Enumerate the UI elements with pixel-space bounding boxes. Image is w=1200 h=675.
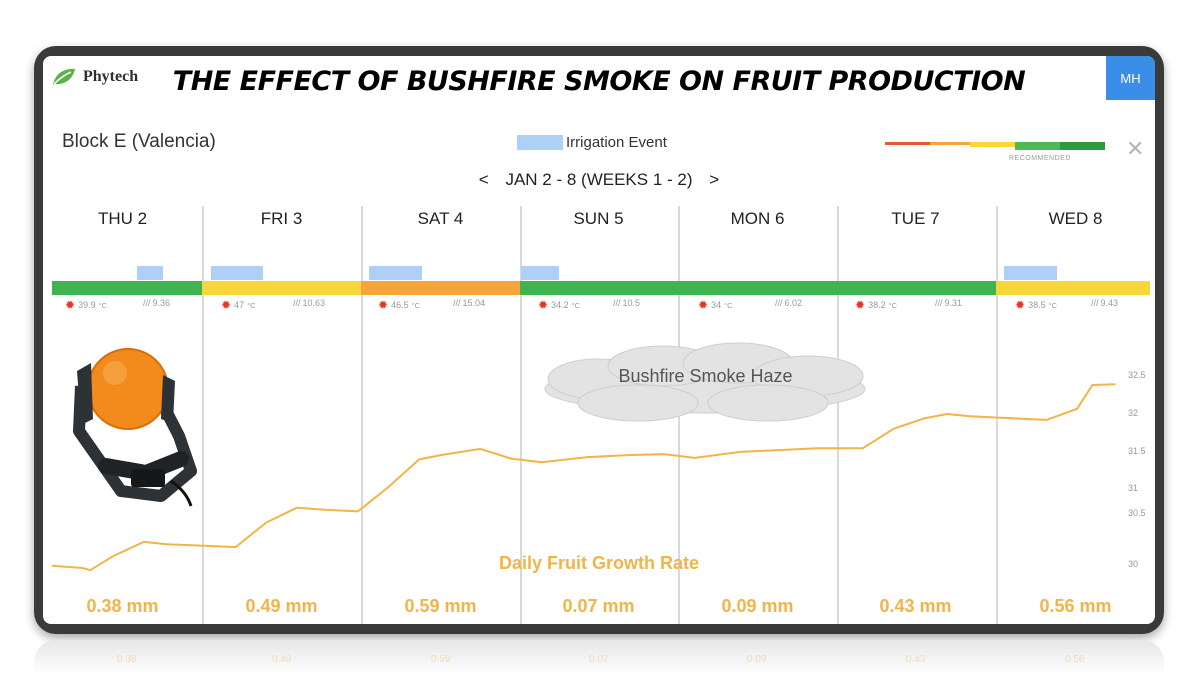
prev-week-button[interactable]: < [478, 170, 489, 189]
smoke-annotation: Bushfire Smoke Haze [538, 341, 873, 436]
irrigation-legend: Irrigation Event [517, 134, 667, 151]
wind-icon: /// [1091, 298, 1099, 308]
irrigation-event[interactable] [521, 266, 559, 280]
column-divider [837, 206, 839, 624]
growth-series-line [52, 383, 1116, 572]
day-header[interactable]: SUN 5 [573, 209, 624, 228]
et-reading: ///10.63 [293, 298, 326, 308]
y-tick: 32 [1128, 408, 1139, 418]
next-week-button[interactable]: > [709, 170, 720, 189]
y-tick: 31 [1128, 483, 1139, 493]
logo-text: Phytech [83, 68, 139, 85]
sun-icon: ✹ [65, 298, 76, 312]
y-tick: 32.5 [1128, 370, 1146, 380]
dendrometer-device-image [51, 341, 201, 511]
frame-reflection: 0.38 0.49 0.59 0.07 0.09 0.43 0.56 [34, 640, 1164, 675]
column-divider [996, 206, 998, 624]
et-reading: ///15.04 [453, 298, 486, 308]
et-reading: ///9.31 [935, 298, 963, 308]
reflection-value: 0.49 [272, 654, 292, 665]
growth-value: 0.49 mm [245, 596, 318, 616]
wind-icon: /// [143, 298, 151, 308]
temperature-reading: ✹ 34 °C [698, 298, 733, 312]
wind-icon: /// [293, 298, 301, 308]
date-navigator: < JAN 2 - 8 (WEEKS 1 - 2) > [43, 170, 1155, 190]
reflection-value: 0.56 [1065, 654, 1085, 665]
column-divider [202, 206, 204, 624]
status-bar[interactable] [202, 281, 361, 295]
irrigation-event[interactable] [137, 266, 163, 280]
dashboard-screen: Phytech THE EFFECT OF BUSHFIRE SMOKE ON … [43, 56, 1155, 624]
reflection-value: 0.09 [747, 654, 767, 665]
sun-icon: ✹ [538, 298, 549, 312]
temperature-reading: ✹ 39.9 °C [65, 298, 108, 312]
temperature-reading: ✹ 34.2 °C [538, 298, 581, 312]
growth-value: 0.07 mm [562, 596, 635, 616]
reflection-value: 0.07 [589, 654, 609, 665]
growth-value: 0.59 mm [404, 596, 477, 616]
irrigation-event[interactable] [369, 266, 422, 280]
date-range: JAN 2 - 8 (WEEKS 1 - 2) [505, 170, 693, 189]
sun-icon: ✹ [1015, 298, 1026, 312]
column-divider [520, 206, 522, 624]
growth-value: 0.43 mm [879, 596, 952, 616]
logo[interactable]: Phytech [51, 67, 138, 87]
irrigation-event[interactable] [211, 266, 263, 280]
page-title: THE EFFECT OF BUSHFIRE SMOKE ON FRUIT PR… [172, 66, 1026, 97]
y-tick: 30.5 [1128, 508, 1146, 518]
recommended-scale: RECOMMENDED [885, 138, 1105, 168]
wind-icon: /// [453, 298, 461, 308]
status-bar[interactable] [520, 281, 678, 295]
close-icon[interactable]: ✕ [1126, 136, 1145, 161]
reflection-value: 0.43 [906, 654, 926, 665]
irrigation-swatch [517, 135, 563, 150]
day-header[interactable]: TUE 7 [891, 209, 940, 228]
leaf-icon [53, 68, 75, 85]
y-tick: 31.5 [1128, 446, 1146, 456]
sun-icon: ✹ [378, 298, 389, 312]
wind-icon: /// [935, 298, 943, 308]
status-bar[interactable] [837, 281, 996, 295]
et-reading: ///10.5 [613, 298, 641, 308]
day-header[interactable]: WED 8 [1048, 209, 1103, 228]
temperature-reading: ✹ 38.5 °C [1015, 298, 1058, 312]
day-header[interactable]: FRI 3 [260, 209, 303, 228]
smoke-label: Bushfire Smoke Haze [618, 366, 793, 386]
growth-value: 0.56 mm [1039, 596, 1112, 616]
growth-value: 0.09 mm [721, 596, 794, 616]
et-reading: ///9.43 [1091, 298, 1119, 308]
temperature-reading: ✹ 47 °C [221, 298, 256, 312]
temperature-reading: ✹ 38.2 °C [855, 298, 898, 312]
day-header[interactable]: SAT 4 [417, 209, 464, 228]
temperature-reading: ✹ 46.5 °C [378, 298, 421, 312]
sun-icon: ✹ [855, 298, 866, 312]
status-bar[interactable] [996, 281, 1150, 295]
legend-label: Irrigation Event [566, 134, 667, 151]
growth-value: 0.38 mm [86, 596, 159, 616]
sun-icon: ✹ [221, 298, 232, 312]
smoke-cloud [544, 342, 866, 422]
status-bar[interactable] [678, 281, 837, 295]
reflection-value: 0.38 [117, 654, 137, 665]
wind-icon: /// [775, 298, 783, 308]
wind-icon: /// [613, 298, 621, 308]
sun-icon: ✹ [698, 298, 709, 312]
et-reading: ///9.36 [143, 298, 171, 308]
growth-chart-label: Daily Fruit Growth Rate [498, 553, 700, 573]
user-avatar[interactable]: MH [1106, 56, 1155, 100]
column-divider [361, 206, 363, 624]
status-bar[interactable] [52, 281, 202, 295]
day-header[interactable]: THU 2 [97, 209, 148, 228]
et-reading: ///6.02 [775, 298, 803, 308]
irrigation-event[interactable] [1004, 266, 1057, 280]
y-tick: 30 [1128, 559, 1139, 569]
growth-line-chart [52, 383, 1116, 572]
block-name: Block E (Valencia) [62, 131, 216, 152]
scale-caption: RECOMMENDED [1009, 155, 1071, 162]
reflection-value: 0.59 [431, 654, 451, 665]
status-bar[interactable] [361, 281, 520, 295]
day-header[interactable]: MON 6 [730, 209, 785, 228]
